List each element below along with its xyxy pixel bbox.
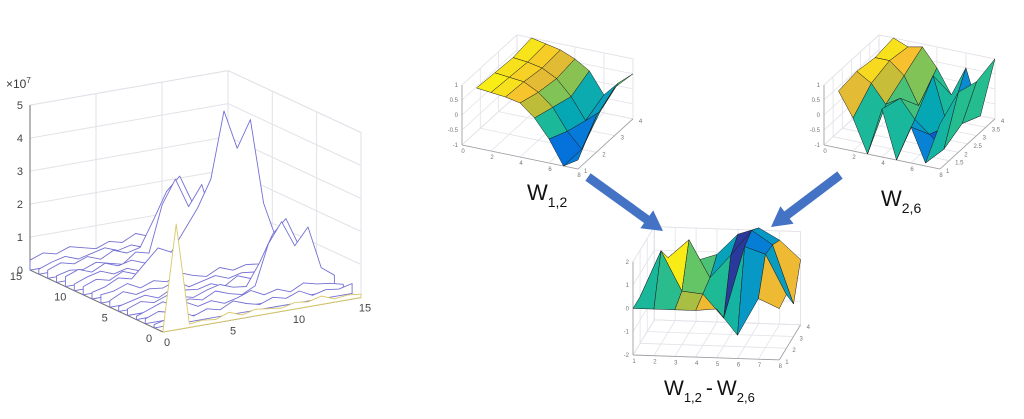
svg-text:2.5: 2.5 [974, 144, 983, 150]
diff-left-subscript: 1,2 [683, 390, 702, 406]
surface-plot-w26-axes [823, 85, 996, 170]
svg-text:4: 4 [639, 119, 643, 125]
arrow-from-w12 [585, 173, 663, 231]
svg-text:-1: -1 [815, 143, 821, 149]
waterfall-z-scale-label: ×107 [6, 76, 31, 91]
svg-text:1: 1 [455, 83, 459, 89]
svg-text:2: 2 [964, 152, 968, 158]
svg-text:10: 10 [293, 314, 305, 326]
w12-base: W [527, 180, 548, 205]
svg-text:1: 1 [946, 169, 950, 175]
svg-text:2: 2 [602, 152, 606, 158]
svg-text:4: 4 [519, 161, 523, 167]
surface-plot-w12-axes [461, 85, 634, 170]
svg-text:2: 2 [626, 260, 630, 266]
svg-text:3: 3 [674, 360, 678, 366]
svg-text:3: 3 [621, 136, 625, 142]
svg-text:1.5: 1.5 [955, 161, 964, 167]
z-scale-exponent: 7 [26, 76, 31, 85]
svg-text:4: 4 [695, 361, 699, 367]
svg-text:2: 2 [17, 199, 23, 211]
w26-base: W [881, 186, 902, 211]
svg-text:6: 6 [910, 167, 914, 173]
svg-text:1: 1 [785, 360, 789, 366]
diff-left-base: W [664, 377, 684, 400]
svg-text:3: 3 [983, 136, 987, 142]
svg-text:8: 8 [577, 173, 581, 179]
svg-text:1: 1 [584, 169, 588, 175]
diff-right-base: W [716, 377, 737, 400]
svg-text:2: 2 [792, 348, 796, 354]
svg-text:-0.5: -0.5 [810, 128, 821, 134]
svg-text:0: 0 [626, 306, 630, 312]
svg-text:0: 0 [455, 113, 459, 119]
svg-text:1: 1 [817, 83, 821, 89]
svg-text:4: 4 [807, 325, 811, 331]
arrow-from-w26 [771, 171, 843, 227]
diff-right-subscript: 2,6 [736, 390, 755, 406]
svg-text:0: 0 [817, 113, 821, 119]
svg-text:15: 15 [359, 303, 371, 315]
svg-text:0: 0 [461, 149, 465, 155]
surface-plot-w12-faces [476, 37, 634, 167]
svg-text:2: 2 [490, 155, 494, 161]
svg-text:0.5: 0.5 [450, 98, 459, 104]
svg-text:1: 1 [626, 283, 630, 289]
svg-text:3.5: 3.5 [992, 127, 1001, 133]
svg-text:15: 15 [10, 271, 22, 283]
svg-text:5: 5 [230, 326, 236, 338]
surface-plot-difference-faces [632, 227, 801, 336]
svg-text:3: 3 [800, 337, 804, 343]
svg-text:-2: -2 [624, 353, 630, 359]
w26-subscript: 2,6 [901, 200, 922, 217]
svg-text:10: 10 [54, 292, 66, 304]
svg-text:5: 5 [17, 100, 23, 112]
svg-text:5: 5 [102, 312, 108, 324]
svg-text:4: 4 [1001, 119, 1005, 125]
svg-text:-0.5: -0.5 [448, 128, 459, 134]
svg-text:0: 0 [17, 265, 23, 277]
svg-text:0: 0 [146, 333, 152, 345]
svg-text:-1: -1 [624, 330, 630, 336]
svg-text:0: 0 [823, 149, 827, 155]
svg-text:1: 1 [632, 359, 636, 365]
svg-text:8: 8 [939, 173, 943, 179]
svg-text:4: 4 [881, 161, 885, 167]
svg-text:0.5: 0.5 [812, 98, 821, 104]
z-scale-base: ×10 [6, 77, 27, 91]
w12-subscript: 1,2 [547, 194, 568, 211]
svg-text:4: 4 [17, 133, 23, 145]
svg-text:7: 7 [758, 363, 762, 369]
svg-text:0: 0 [164, 337, 170, 349]
svg-text:2: 2 [653, 360, 657, 366]
surface-label-w26: W2,6 [881, 186, 922, 217]
svg-text:3: 3 [17, 166, 23, 178]
svg-text:6: 6 [548, 167, 552, 173]
svg-text:-1: -1 [453, 143, 459, 149]
surface-label-difference: W1,2- W2,6 [664, 377, 755, 406]
svg-text:5: 5 [716, 362, 720, 368]
svg-text:2: 2 [852, 155, 856, 161]
surface-plot-w26-faces [838, 37, 996, 164]
waterfall-traces [29, 110, 362, 333]
surface-label-w12: W1,2 [527, 180, 568, 211]
svg-text:6: 6 [737, 363, 741, 369]
svg-text:1: 1 [17, 232, 23, 244]
svg-text:8: 8 [779, 364, 783, 370]
diff-minus-sign: - [705, 377, 713, 400]
arrows [585, 171, 843, 231]
